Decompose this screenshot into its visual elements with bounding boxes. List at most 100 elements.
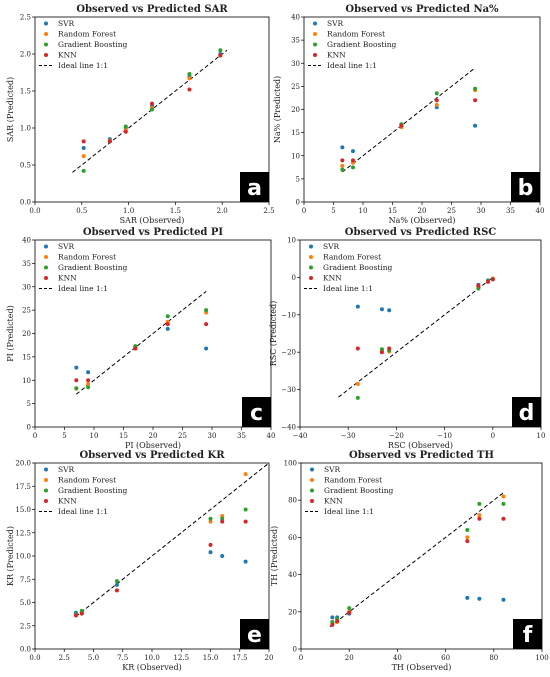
data-point [243,507,248,512]
data-point [73,613,78,618]
data-point [86,378,91,383]
data-point [434,98,439,103]
panel-letter: a [247,176,262,201]
chart-title: Observed vs Predicted SAR [76,4,228,15]
legend-marker [44,42,48,47]
y-tick-label: 0 [27,424,31,432]
series-svr [340,105,478,154]
legend-marker [310,488,314,493]
legend-label: KNN [324,497,343,506]
data-point [340,163,345,168]
data-point [355,304,360,309]
data-point [81,154,86,159]
y-tick-label: −30 [281,386,296,394]
panel-letter: b [518,176,534,201]
data-point [477,501,482,506]
legend-label: Random Forest [58,253,116,262]
x-tick-label: 10.0 [144,654,160,662]
y-tick-label: 40 [291,14,300,22]
y-axis-label: PI (Predicted) [6,305,15,362]
x-tick-label: 100 [535,654,548,662]
data-point [501,516,506,521]
x-axis-label: KR (Observed) [122,663,182,672]
x-axis-label: SAR (Observed) [120,216,185,225]
x-tick-label: 1.0 [123,207,134,215]
y-tick-label: 10.0 [15,553,31,561]
y-tick-label: 15.0 [15,506,31,514]
legend-label: Ideal line 1:1 [58,507,108,516]
data-point [340,158,345,163]
data-point [501,494,506,499]
panel-d: Observed vs Predicted RSC −40 −30 −20 −10 0 10… [269,227,545,450]
y-tick-label: 0 [292,274,296,282]
series-knn [340,98,478,163]
data-point [387,346,392,351]
data-point [123,124,128,129]
chart-title: Observed vs Predicted KR [79,450,225,461]
y-tick-label: 5 [27,400,31,408]
y-tick-label: 17.5 [15,483,31,491]
data-point [204,346,209,351]
legend-label: Gradient Boosting [327,40,397,49]
x-axis-label: TH (Observed) [392,663,452,672]
legend-label: Gradient Boosting [58,263,128,272]
data-point [220,519,225,524]
x-tick-label: 0 [33,432,37,440]
data-point [81,145,86,150]
x-axis-label: PI (Observed) [125,441,181,450]
x-tick-label: 10 [537,432,546,440]
legend-marker [44,21,48,26]
panel-badge [512,397,541,427]
x-tick-label: 7.5 [117,654,128,662]
series-random-forest [340,88,478,168]
series-random-forest [74,310,209,391]
legend-label: Gradient Boosting [58,40,128,49]
data-point [86,370,91,375]
data-point [86,381,91,386]
panel-e: Observed vs Predicted KR 0.0 2.5 5.0 7.5 10.0… [6,450,273,672]
data-point [81,168,86,173]
legend-marker [44,276,48,280]
data-point [355,346,360,351]
x-tick-label: 5 [331,207,335,215]
data-point [434,102,439,107]
data-point [114,582,119,587]
y-tick-label: 0.0 [20,199,31,207]
x-tick-label: 1.5 [170,207,181,215]
data-point [340,167,345,172]
x-tick-label: 35 [237,432,246,440]
x-tick-label: 12.5 [173,654,189,662]
series-gradient-boosting [74,308,209,391]
data-point [330,615,335,620]
legend-label: Gradient Boosting [58,486,128,495]
data-point [218,53,223,58]
x-tick-label: 2.5 [263,207,274,215]
legend-marker [313,32,317,36]
legend-label: SVR [58,242,75,251]
x-tick-label: 15.0 [203,654,219,662]
data-point [399,123,404,128]
data-point [74,386,79,391]
legend-label: KNN [327,51,346,60]
data-point [473,123,478,128]
data-point [165,322,170,327]
data-point [220,514,225,519]
series-svr [73,550,248,615]
data-point [208,519,213,524]
legend-label: SVR [327,19,344,28]
panel-badge [240,619,269,649]
x-tick-label: 15 [388,207,397,215]
y-tick-label: 40 [288,571,297,579]
data-point [501,597,506,602]
x-tick-label: 0 [491,432,495,440]
data-point [187,71,192,76]
panel-c: Observed vs Predicted PI 0 5 10 15 20 25 30 35 40… [6,227,275,450]
legend-marker [44,53,48,57]
data-point [243,519,248,524]
x-tick-label: 5 [62,432,66,440]
panel-letter: e [247,623,262,648]
legend-marker [44,32,48,36]
data-point [204,308,209,313]
